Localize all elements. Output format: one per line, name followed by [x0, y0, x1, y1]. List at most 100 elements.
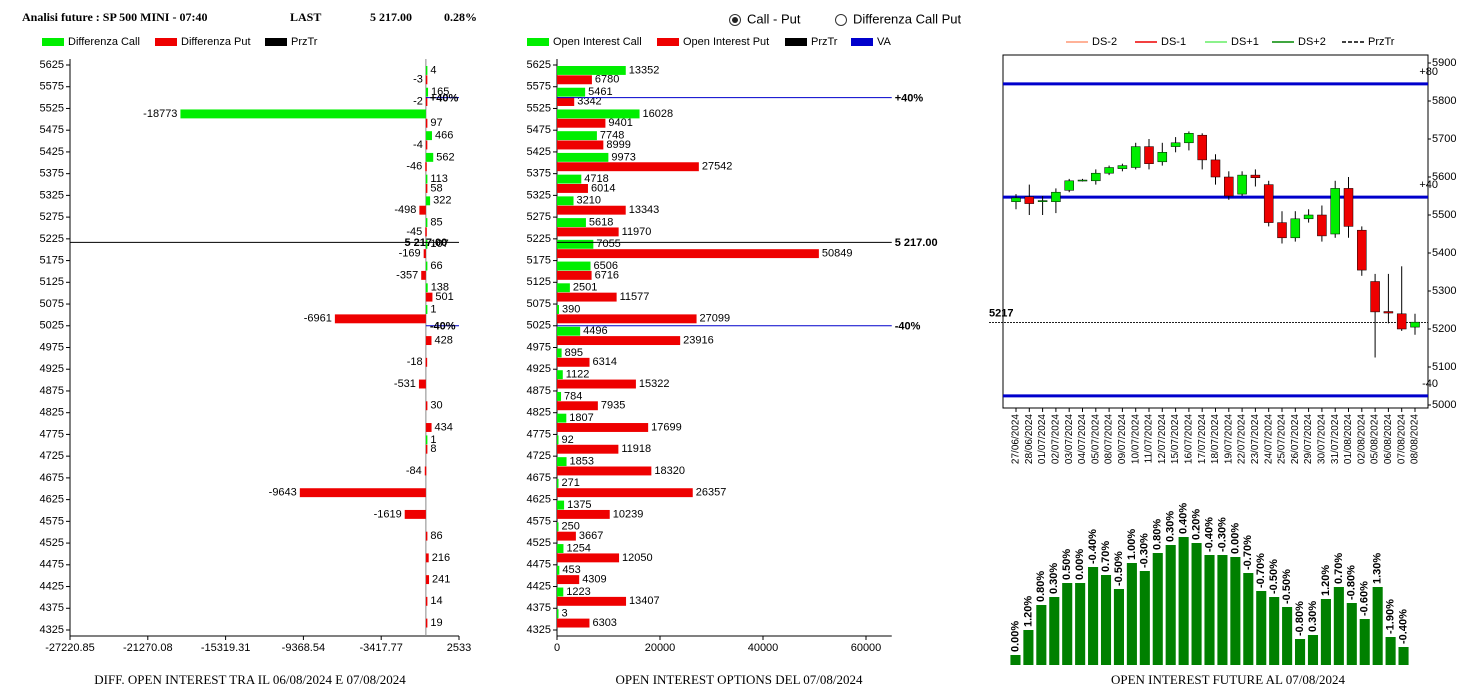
bar	[425, 218, 428, 228]
bar-label: 13407	[629, 595, 660, 607]
legend-label: PrzTr	[291, 36, 318, 48]
y-tick-label: 4625	[40, 494, 64, 506]
radio-button[interactable]	[835, 14, 847, 26]
y-tick-label: 5175	[40, 254, 64, 266]
x-tick-label: 30/07/2024	[1317, 414, 1328, 464]
bar	[1010, 655, 1021, 665]
bar	[557, 314, 697, 324]
y-tick-label: 5700	[1432, 133, 1456, 145]
bar-label: -0.70%	[1242, 535, 1254, 570]
y-tick-label: 5075	[40, 298, 64, 310]
bar	[425, 131, 432, 141]
y-tick-label: 5025	[527, 320, 551, 332]
reference-label: +80	[1419, 66, 1438, 78]
y-tick-label: 4825	[40, 407, 64, 419]
radio-label[interactable]: Differenza Call Put	[853, 11, 962, 26]
x-tick-label: -3417.77	[359, 642, 402, 654]
bar	[557, 478, 559, 488]
bar	[425, 140, 428, 150]
x-tick-label: 26/07/2024	[1290, 414, 1301, 464]
bar-label: -2	[413, 95, 423, 107]
bar	[425, 618, 428, 628]
bar-label: 7748	[600, 130, 624, 142]
bar	[1204, 555, 1215, 665]
y-tick-label: 5500	[1432, 209, 1456, 221]
y-tick-label: 4575	[40, 515, 64, 527]
x-tick-label: 05/08/2024	[1370, 414, 1381, 464]
bar	[557, 66, 626, 75]
bar	[425, 336, 432, 346]
x-tick-label: 29/07/2024	[1303, 414, 1314, 464]
bar-label: 97	[430, 117, 442, 129]
candle-body	[1051, 191, 1061, 202]
bar-label: 23916	[683, 334, 714, 346]
bar	[425, 162, 427, 172]
bar-label: 0.70%	[1100, 541, 1112, 572]
candle-body	[1157, 152, 1168, 163]
bar	[1359, 619, 1370, 665]
bar	[425, 118, 428, 128]
y-tick-label: 5300	[1432, 285, 1456, 297]
radio-label[interactable]: Call - Put	[747, 11, 801, 26]
legend-label: VA	[877, 36, 892, 48]
bar	[1191, 543, 1202, 665]
bar	[557, 357, 590, 367]
bar-label: 0.70%	[1333, 553, 1345, 584]
bar-label: 113	[430, 173, 448, 185]
bar	[557, 348, 562, 358]
bar	[557, 413, 567, 423]
y-tick-label: 5400	[1432, 247, 1456, 259]
x-tick-label: 05/07/2024	[1090, 414, 1101, 464]
y-tick-label: 4675	[40, 472, 64, 484]
bar-label: -357	[396, 269, 418, 281]
bar	[425, 444, 428, 454]
radio-dot[interactable]	[732, 17, 738, 23]
legend-label: DS+2	[1298, 36, 1326, 48]
bar	[1269, 597, 1280, 665]
bar	[1049, 597, 1060, 665]
y-tick-label: 5200	[1432, 323, 1456, 335]
y-tick-label: 5525	[527, 102, 551, 114]
y-tick-label: 4475	[40, 559, 64, 571]
chart-title: OPEN INTEREST FUTURE AL 07/08/2024	[1111, 672, 1346, 687]
bar-label: 6506	[594, 260, 618, 272]
legend-label: Open Interest Call	[553, 36, 642, 48]
bar-label: 30	[430, 400, 442, 412]
bar	[557, 336, 681, 346]
bar-label: -9643	[269, 487, 297, 499]
x-tick-label: -21270.08	[123, 642, 173, 654]
legend-swatch	[657, 38, 679, 46]
bar-label: 1	[430, 434, 436, 446]
y-tick-label: 4775	[527, 428, 551, 440]
bar-label: -45	[406, 226, 422, 238]
y-tick-label: 5025	[40, 320, 64, 332]
x-tick-label: 19/07/2024	[1223, 414, 1234, 464]
reference-label: +40%	[895, 93, 924, 105]
bar-label: -0.50%	[1281, 569, 1293, 604]
bar	[557, 423, 649, 432]
y-tick-label: 5475	[527, 124, 551, 136]
x-tick-label: 31/07/2024	[1330, 414, 1341, 464]
x-tick-label: 12/07/2024	[1157, 414, 1168, 464]
bar-label: 50849	[822, 248, 853, 260]
bar-label: 58	[430, 182, 442, 194]
bar	[425, 305, 428, 314]
bar	[404, 509, 426, 519]
bar	[557, 544, 564, 553]
legend-label: Differenza Call	[68, 36, 140, 48]
bar	[557, 587, 564, 597]
y-tick-label: 5375	[527, 168, 551, 180]
bar-label: 6014	[591, 182, 615, 194]
bar-label: 0.50%	[1061, 549, 1073, 580]
bar-label: 138	[431, 282, 449, 294]
bar-label: 17699	[651, 421, 682, 433]
candle-body	[1396, 313, 1407, 330]
legend-swatch	[155, 38, 177, 46]
bar	[425, 423, 432, 432]
bar-label: -0.40%	[1203, 517, 1215, 552]
bar	[557, 444, 619, 454]
bar-label: 0.40%	[1178, 503, 1190, 534]
y-tick-label: 5625	[527, 59, 551, 71]
y-tick-label: 4675	[527, 472, 551, 484]
candle-body	[1303, 214, 1314, 220]
